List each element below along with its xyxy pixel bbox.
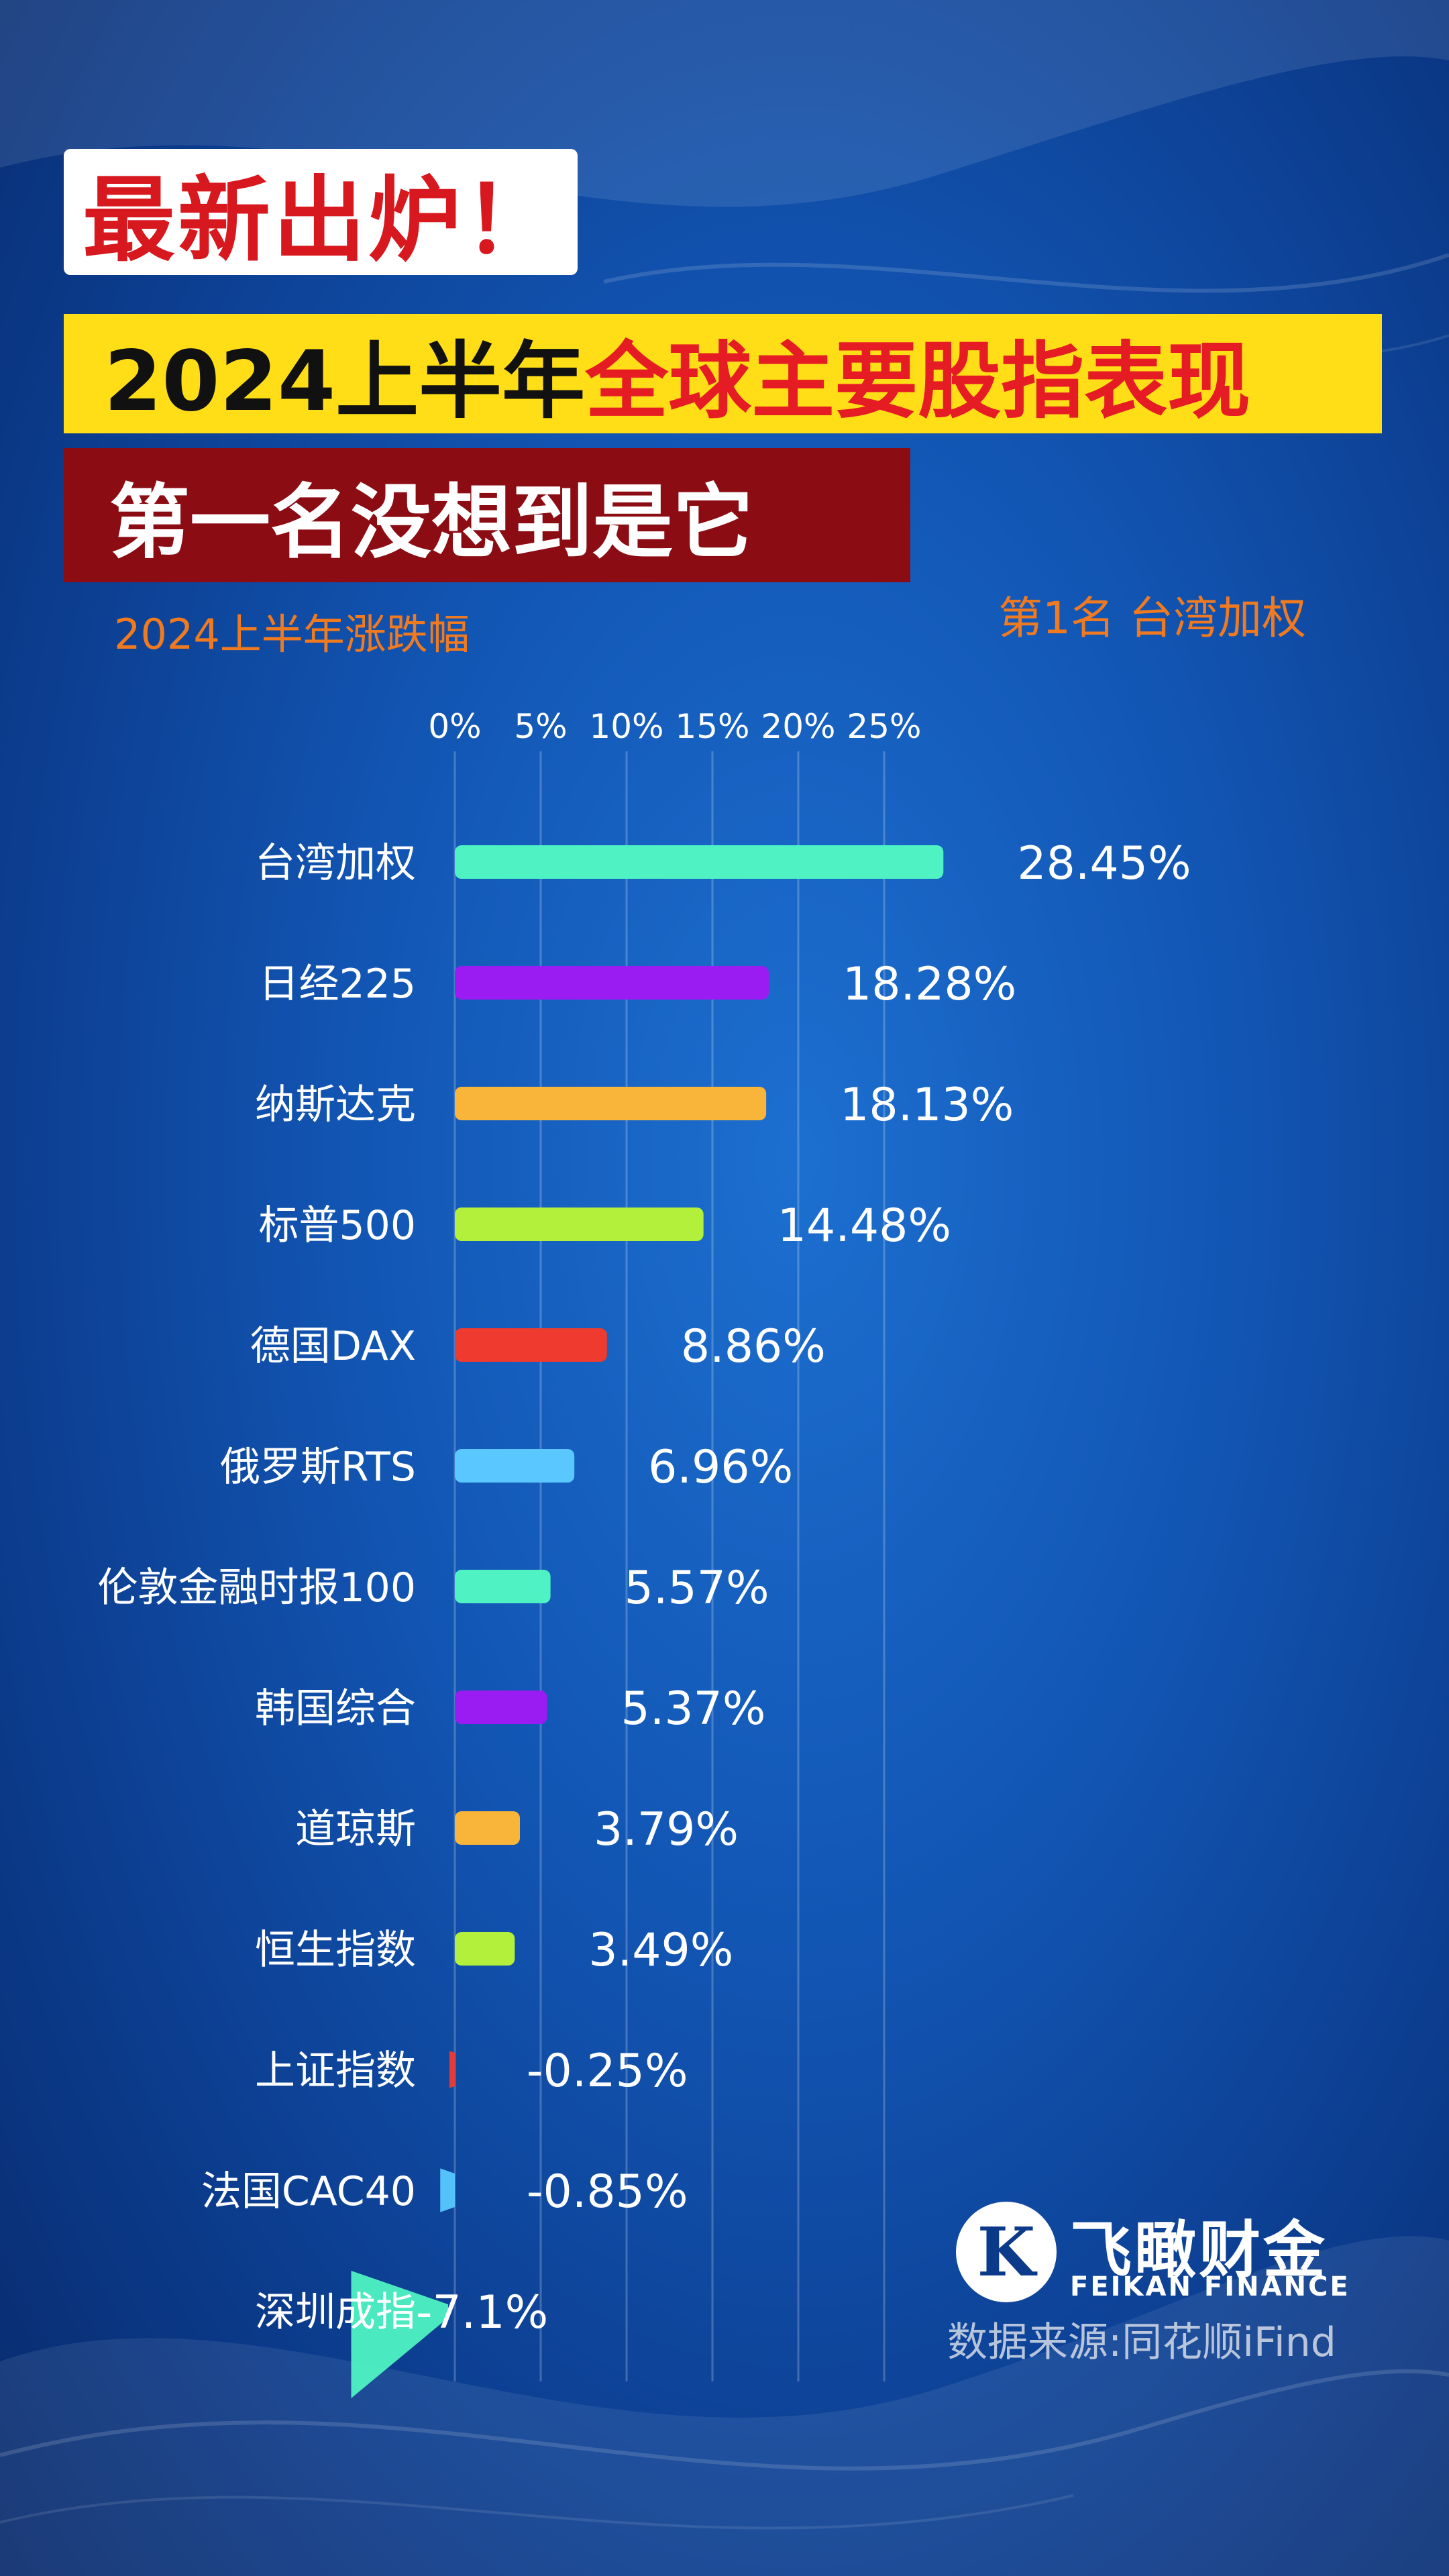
category-label: 恒生指数 xyxy=(255,1927,416,1974)
bar xyxy=(449,2051,455,2088)
data-label: -7.1% xyxy=(416,2286,548,2339)
data-label: 5.57% xyxy=(625,1562,769,1615)
title-topic-text: 全球主要股指表现 xyxy=(585,333,1251,430)
bar xyxy=(455,845,944,879)
data-label: 3.49% xyxy=(588,1924,733,1977)
x-tick-label: 15% xyxy=(675,707,749,746)
bar xyxy=(455,1328,607,1362)
data-label: 18.13% xyxy=(840,1079,1014,1132)
bar xyxy=(440,2168,455,2212)
bar xyxy=(455,1811,521,1845)
tagline-badge: 第一名没想到是它 xyxy=(64,448,910,582)
bar xyxy=(455,1087,767,1120)
title-year-text: 2024上半年 xyxy=(104,333,586,430)
data-label: 28.45% xyxy=(1017,837,1191,890)
data-label: 5.37% xyxy=(621,1682,765,1735)
category-label: 标普500 xyxy=(258,1202,416,1249)
category-label: 韩国综合 xyxy=(255,1685,416,1732)
brand-logo: K 飞瞰财金 FEIKAN FINANCE xyxy=(956,2194,1348,2308)
chart-subtitle: 2024上半年涨跌幅 xyxy=(114,610,470,659)
data-source: 数据来源:同花顺iFind xyxy=(947,2319,1336,2366)
category-label: 上证指数 xyxy=(255,2047,416,2094)
category-label: 深圳成指 xyxy=(255,2289,416,2336)
category-label: 法国CAC40 xyxy=(201,2168,416,2215)
x-tick-label: 0% xyxy=(428,707,481,746)
rank-label: 第1名 台湾加权 xyxy=(998,592,1306,644)
headline-text: 最新出炉！ xyxy=(83,166,559,274)
bar xyxy=(455,1570,551,1603)
x-tick-label: 10% xyxy=(589,707,663,746)
data-label: 6.96% xyxy=(648,1441,793,1494)
data-label: 8.86% xyxy=(681,1320,826,1373)
category-label: 道琼斯 xyxy=(295,1806,416,1853)
x-tick-label: 25% xyxy=(847,707,921,746)
data-label: -0.25% xyxy=(527,2045,688,2098)
title-badge: 2024上半年 全球主要股指表现 xyxy=(64,314,1382,433)
bar xyxy=(455,1208,704,1241)
headline-badge: 最新出炉！ xyxy=(64,149,578,275)
logo-mark-letter: K xyxy=(977,2212,1036,2292)
logo-en-text: FEIKAN FINANCE xyxy=(1070,2271,1350,2302)
bar xyxy=(455,1449,575,1483)
x-tick-label: 20% xyxy=(761,707,835,746)
data-label: 3.79% xyxy=(594,1803,739,1856)
logo-mark-icon: K xyxy=(956,2202,1057,2302)
logo-cn-text: 飞瞰财金 xyxy=(1070,2214,1328,2286)
bar xyxy=(455,1932,515,1966)
category-label: 日经225 xyxy=(258,961,416,1008)
bar xyxy=(455,1690,547,1724)
data-label: -0.85% xyxy=(527,2165,688,2218)
bar xyxy=(351,2271,448,2398)
bar-chart: 0% 5% 10% 15% 20% 25% 台湾加权 28.45% 日经225 18.28% 纳斯达… xyxy=(97,707,1191,2398)
bar xyxy=(455,966,769,1000)
data-label: 14.48% xyxy=(777,1199,951,1252)
x-tick-label: 5% xyxy=(514,707,567,746)
tagline-text: 第一名没想到是它 xyxy=(109,476,753,570)
category-label: 纳斯达克 xyxy=(255,1081,416,1128)
category-label: 伦敦金融时报100 xyxy=(97,1564,416,1611)
category-label: 台湾加权 xyxy=(255,840,416,887)
category-label: 俄罗斯RTS xyxy=(220,1444,416,1491)
data-label: 18.28% xyxy=(843,958,1016,1011)
category-label: 德国DAX xyxy=(250,1323,416,1370)
